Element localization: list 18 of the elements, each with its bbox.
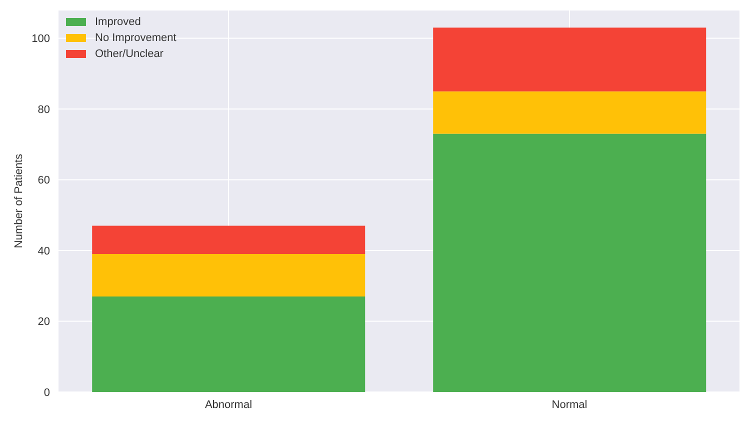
legend-label: Other/Unclear [95,48,164,60]
bar [92,296,366,392]
legend-label: No Improvement [95,32,176,44]
y-axis-title: Number of Patients [12,153,25,248]
y-tick-label: 40 [38,245,50,258]
y-tick-label: 100 [32,33,50,46]
bar [433,91,706,134]
y-tick-label: 20 [38,316,50,328]
legend-label: Improved [95,16,141,28]
y-tick-label: 60 [38,174,50,187]
bar [92,226,366,254]
bar [92,254,366,296]
x-tick-label: Abnormal [204,398,252,411]
bar [433,134,706,392]
x-tick-label: Normal [552,398,588,411]
bar [433,28,706,92]
y-tick-label: 0 [44,386,50,399]
y-tick-label: 80 [38,104,50,116]
